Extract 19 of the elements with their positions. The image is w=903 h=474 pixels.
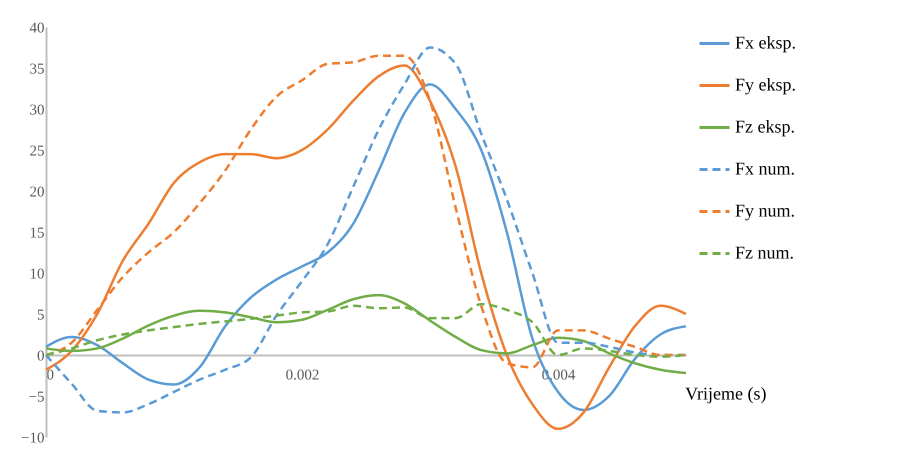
y-tick-label: 5 [37, 308, 44, 324]
y-tick-label: 20 [30, 184, 44, 200]
legend-label: Fz num. [735, 242, 794, 262]
y-tick-label: 40 [30, 20, 44, 36]
y-tick-label: 25 [30, 144, 44, 160]
legend-label: Fx num. [735, 158, 796, 178]
legend-label: Fz eksp. [735, 116, 795, 136]
x-axis-title: Vrijeme (s) [685, 384, 766, 404]
y-tick-label: 30 [30, 102, 44, 118]
y-tick-label: 0 [37, 348, 44, 364]
legend-label: Fx eksp. [735, 32, 796, 52]
legend-label: Fy num. [735, 200, 796, 220]
y-tick-label: 15 [30, 226, 44, 242]
y-tick-label: 10 [30, 266, 44, 282]
x-tick-label: 0.002 [286, 368, 320, 384]
legend-label: Fy eksp. [735, 74, 796, 94]
y-tick-label: −10 [21, 430, 44, 446]
y-tick-label: −5 [28, 390, 44, 406]
y-tick-label: 35 [30, 62, 44, 78]
